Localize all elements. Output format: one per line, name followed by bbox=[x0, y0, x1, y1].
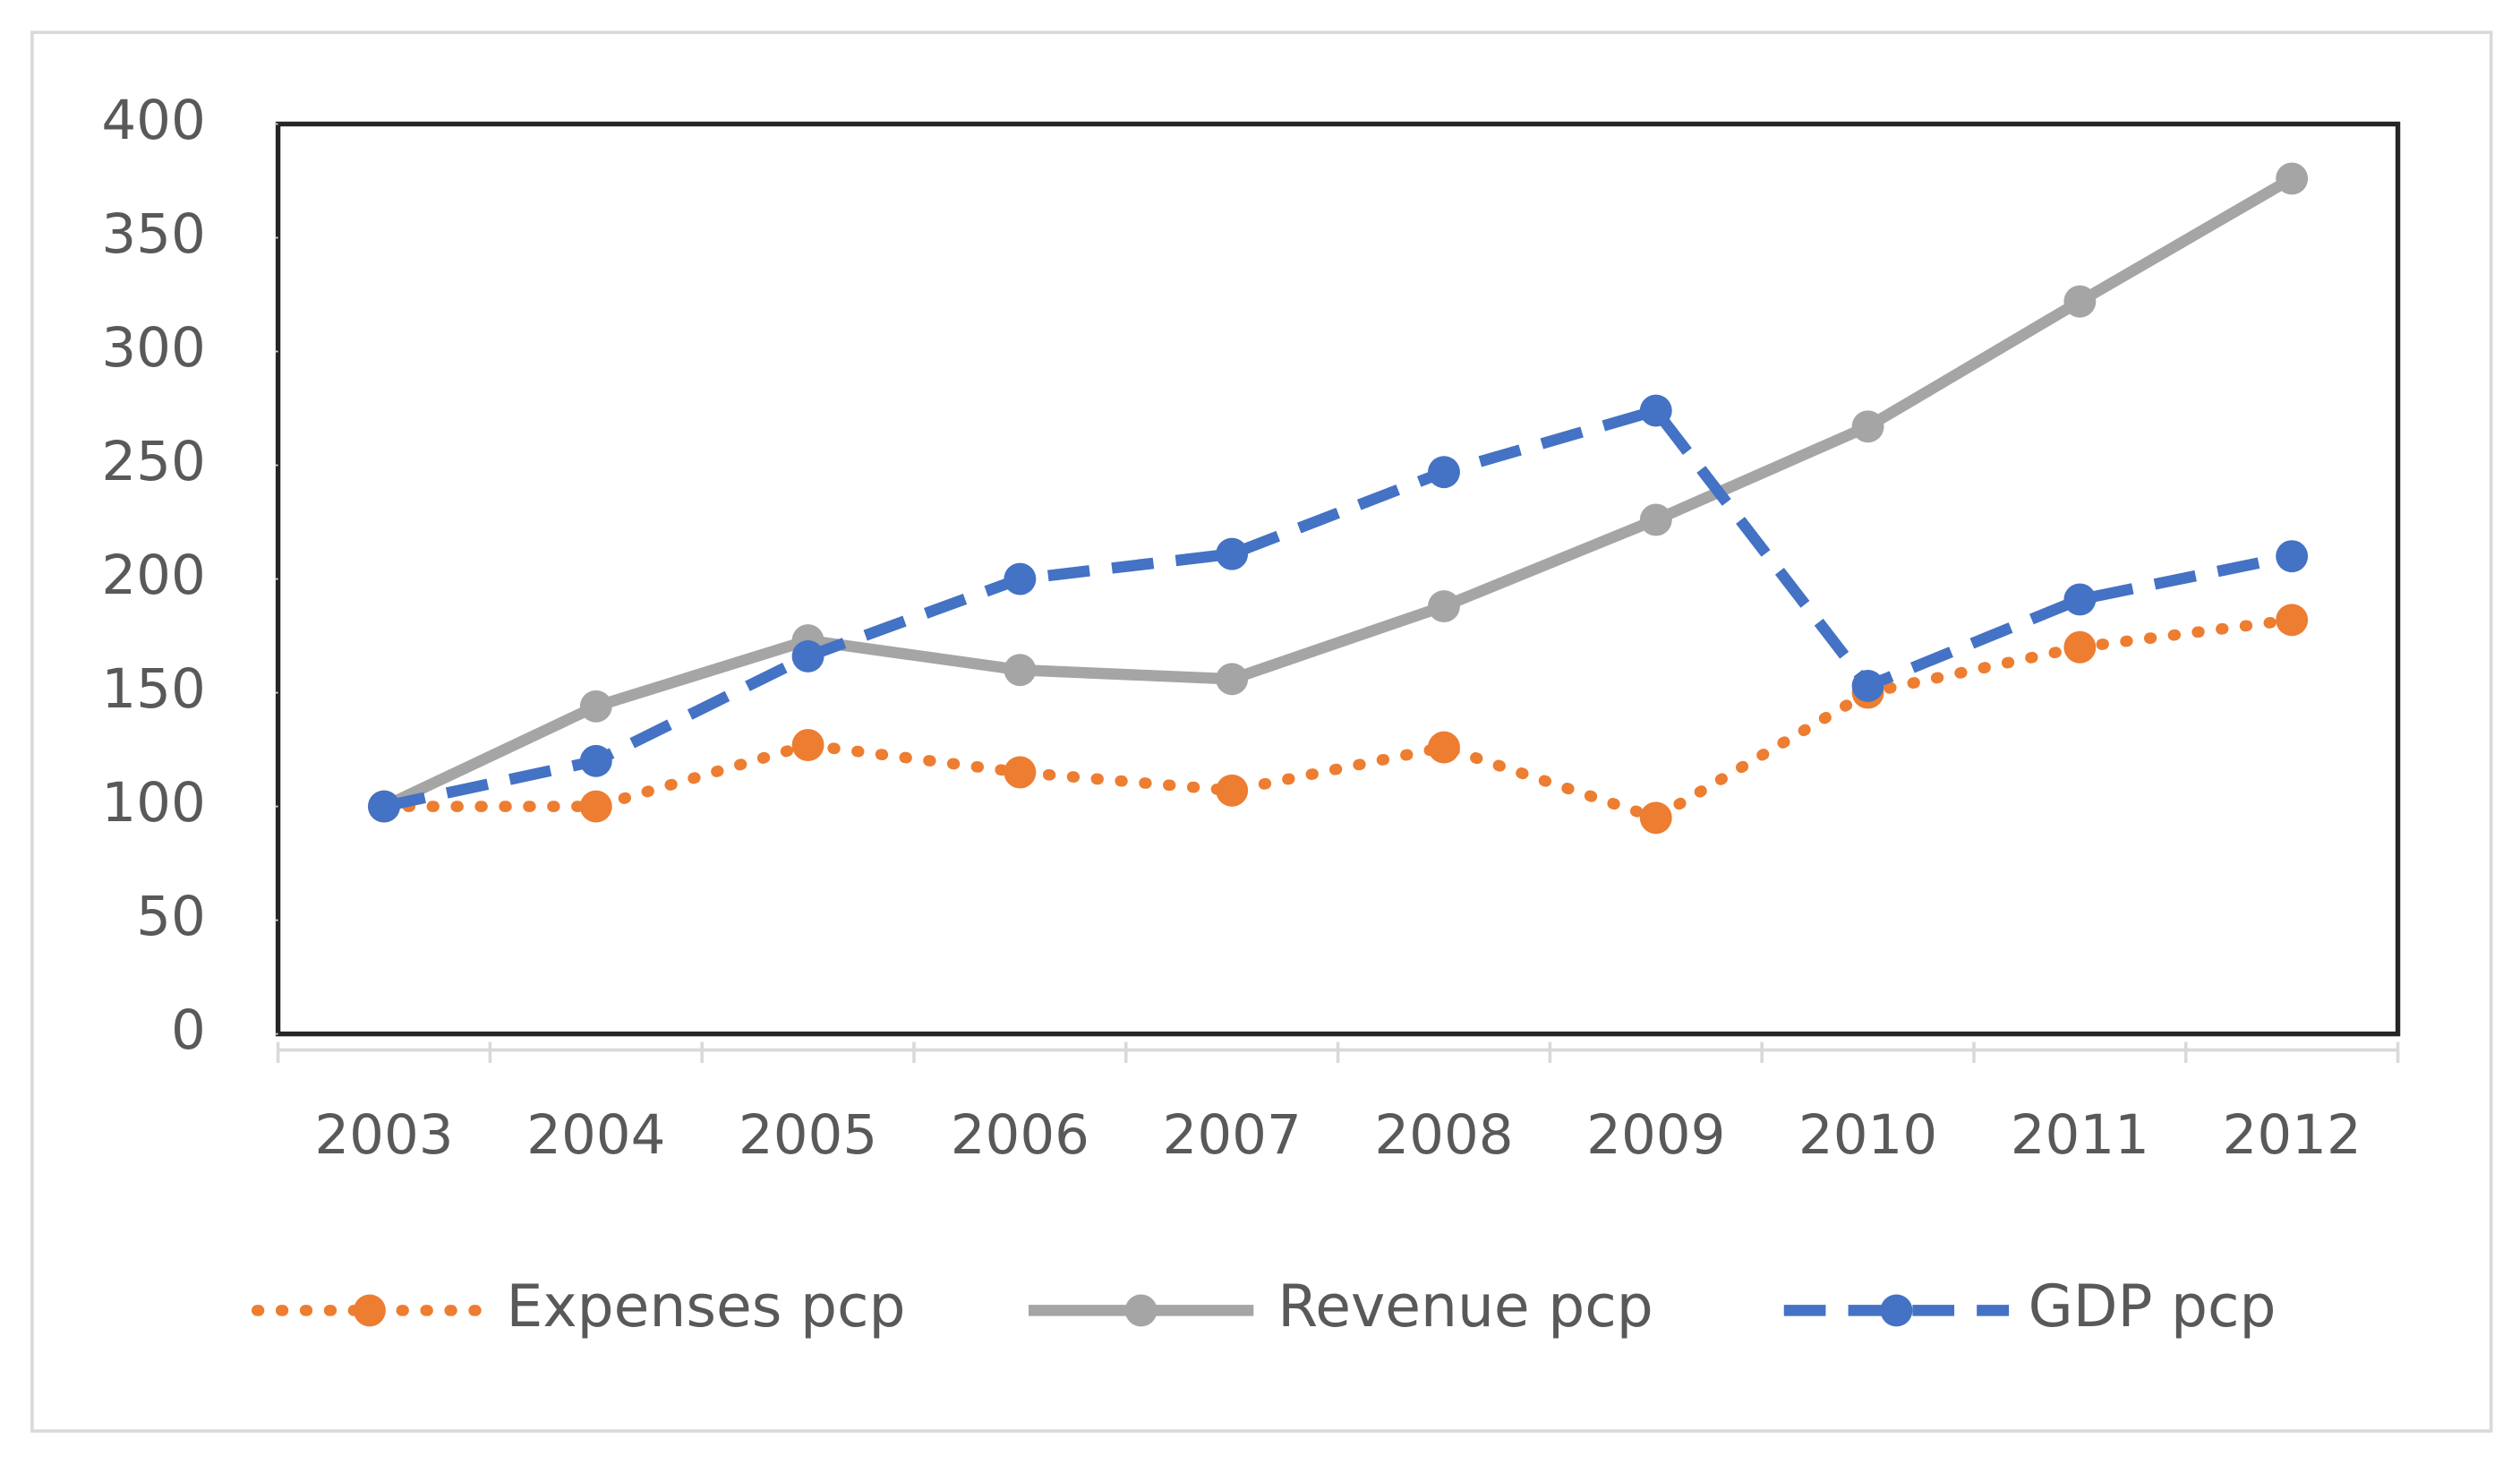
data-point bbox=[579, 744, 612, 777]
data-point bbox=[1639, 801, 1672, 835]
data-point bbox=[2063, 583, 2097, 616]
chart-frame bbox=[30, 30, 2493, 1433]
x-tick-label: 2009 bbox=[1586, 1103, 1725, 1167]
data-point bbox=[1428, 590, 1460, 622]
y-tick-label: 400 bbox=[101, 89, 205, 152]
data-point bbox=[1004, 562, 1037, 595]
data-point bbox=[791, 729, 824, 761]
legend-label: Expenses pcp bbox=[507, 1273, 906, 1341]
data-point bbox=[1216, 663, 1249, 696]
x-tick-label: 2005 bbox=[739, 1103, 877, 1167]
legend-marker bbox=[1880, 1294, 1913, 1327]
data-point bbox=[2276, 604, 2309, 637]
data-point bbox=[1216, 537, 1249, 570]
y-tick-label: 150 bbox=[101, 657, 205, 721]
y-tick-label: 200 bbox=[101, 544, 205, 607]
y-tick-label: 0 bbox=[171, 998, 206, 1062]
data-point bbox=[579, 790, 612, 823]
data-point bbox=[1851, 669, 1884, 702]
x-tick-label: 2008 bbox=[1374, 1103, 1513, 1167]
data-point bbox=[791, 639, 824, 673]
data-point bbox=[368, 790, 400, 823]
y-tick-label: 250 bbox=[101, 430, 205, 493]
series-line bbox=[378, 613, 2298, 824]
data-point bbox=[2063, 285, 2097, 318]
legend-label: Revenue pcp bbox=[1277, 1273, 1653, 1341]
data-point bbox=[2276, 162, 2309, 195]
x-tick-label: 2007 bbox=[1163, 1103, 1302, 1167]
data-point bbox=[2276, 540, 2309, 573]
x-tick-label: 2004 bbox=[526, 1103, 665, 1167]
x-tick-label: 2010 bbox=[1798, 1103, 1937, 1167]
y-tick-label: 100 bbox=[101, 771, 205, 835]
data-point bbox=[1216, 774, 1249, 807]
data-point bbox=[1428, 456, 1460, 489]
data-point bbox=[1004, 654, 1037, 687]
data-point bbox=[1639, 503, 1672, 536]
data-point bbox=[1004, 756, 1037, 789]
y-tick-label: 300 bbox=[101, 316, 205, 380]
y-tick-label: 50 bbox=[136, 885, 206, 948]
legend-marker bbox=[1124, 1294, 1157, 1327]
x-tick-label: 2003 bbox=[314, 1103, 453, 1167]
series-line bbox=[381, 174, 2295, 812]
y-tick-label: 350 bbox=[101, 202, 205, 266]
data-point bbox=[1428, 731, 1460, 764]
legend-label: GDP pcp bbox=[2029, 1273, 2277, 1341]
data-point bbox=[1639, 394, 1672, 427]
data-point bbox=[579, 690, 612, 723]
x-tick-label: 2006 bbox=[951, 1103, 1089, 1167]
legend-marker bbox=[353, 1294, 386, 1327]
series-line bbox=[382, 405, 2294, 812]
x-tick-label: 2011 bbox=[2011, 1103, 2149, 1167]
x-tick-label: 2012 bbox=[2223, 1103, 2362, 1167]
data-point bbox=[2063, 630, 2097, 664]
data-point bbox=[1851, 410, 1884, 443]
